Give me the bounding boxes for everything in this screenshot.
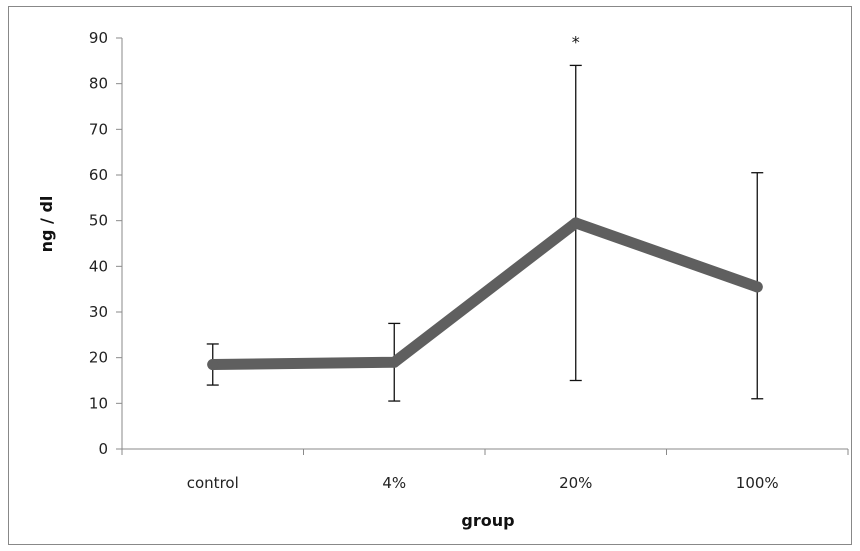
x-axis-title: group xyxy=(461,511,514,530)
significance-marker: * xyxy=(572,32,580,51)
y-tick-label: 30 xyxy=(89,303,108,321)
data-point xyxy=(570,217,582,229)
x-tick-label: 20% xyxy=(559,474,592,492)
annotations: * xyxy=(572,32,580,51)
y-axis-ticks: 0 10 20 30 40 50 60 70 80 90 xyxy=(89,29,122,458)
x-tick-label: 100% xyxy=(736,474,779,492)
axes xyxy=(121,38,848,450)
data-point xyxy=(751,281,763,293)
y-axis-title: ng / dl xyxy=(37,196,56,253)
y-tick-label: 60 xyxy=(89,166,108,184)
y-tick-label: 80 xyxy=(89,75,108,93)
y-tick-label: 10 xyxy=(89,394,108,412)
y-tick-label: 0 xyxy=(98,440,108,458)
y-tick-label: 40 xyxy=(89,257,108,275)
y-tick-label: 90 xyxy=(89,29,108,47)
y-tick-label: 50 xyxy=(89,212,108,230)
x-tick-label: control xyxy=(187,474,239,492)
x-axis-ticks: control 4% 20% 100% xyxy=(121,449,849,492)
series-line xyxy=(207,217,763,371)
series xyxy=(207,217,763,371)
data-point xyxy=(388,356,400,368)
y-tick-label: 70 xyxy=(89,120,108,138)
error-bars xyxy=(206,64,764,402)
data-point xyxy=(207,359,219,371)
x-tick-label: 4% xyxy=(382,474,406,492)
y-tick-label: 20 xyxy=(89,349,108,367)
